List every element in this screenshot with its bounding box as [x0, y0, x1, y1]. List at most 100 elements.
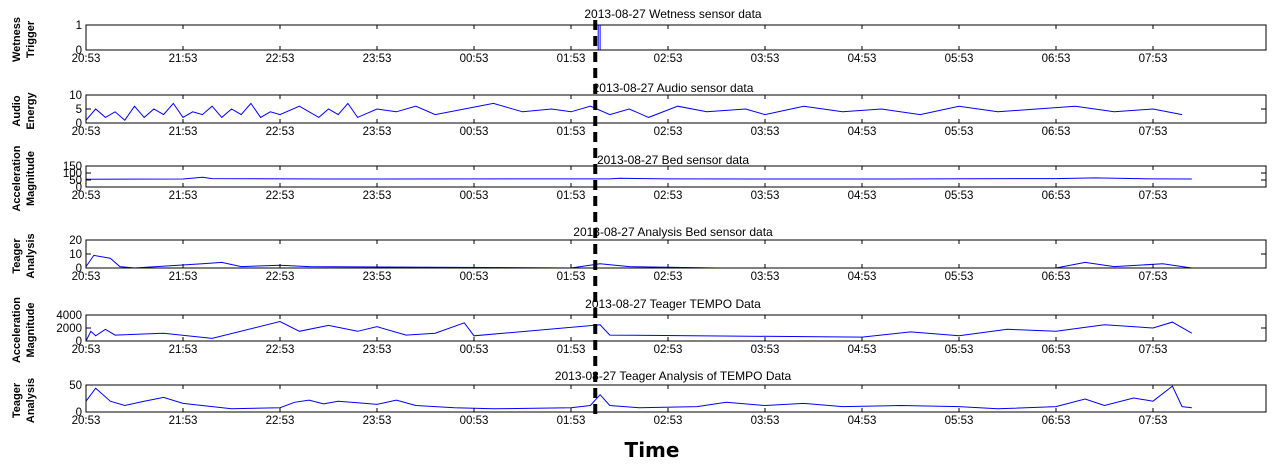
- panel-3: 2013-08-27 Bed sensor data Acceleration Ma…: [11, 145, 1267, 212]
- x-tick-label: 20:53: [72, 53, 101, 65]
- x-tick-label: 20:53: [72, 126, 101, 138]
- x-tick-label: 03:53: [751, 126, 780, 138]
- series-line: [85, 320, 1193, 342]
- y-tick-label: 100: [63, 168, 82, 180]
- x-tick-label: 22:53: [266, 126, 295, 138]
- panel-title: 2013-08-27 Teager Analysis of TEMPO Data: [555, 369, 792, 383]
- x-tick-label: 02:53: [654, 126, 683, 138]
- x-tick-label: 03:53: [751, 344, 780, 356]
- x-tick-label: 01:53: [557, 126, 586, 138]
- panel-4: 2013-08-27 Analysis Bed sensor data Teage…: [11, 225, 1267, 283]
- x-tick-label: 02:53: [654, 53, 683, 65]
- x-tick-label: 04:53: [848, 415, 877, 427]
- x-tick-label: 06:53: [1042, 271, 1071, 283]
- y-tick-label: 0: [76, 118, 82, 130]
- x-tick-label: 05:53: [945, 126, 974, 138]
- x-tick-label: 22:53: [266, 271, 295, 283]
- panel-1: 2013-08-27 Wetness sensor data Wetness Tri…: [11, 7, 1267, 65]
- y-tick-label: 4000: [56, 310, 82, 322]
- x-tick-label: 01:53: [557, 53, 586, 65]
- axes-box: [85, 24, 1267, 51]
- x-tick-label: 22:53: [266, 53, 295, 65]
- x-tick-label: 20:53: [72, 344, 101, 356]
- y-axis-label: Analysis: [25, 233, 37, 278]
- x-tick-label: 06:53: [1042, 126, 1071, 138]
- y-axis-label: Audio: [11, 95, 23, 126]
- x-tick-label: 23:53: [363, 53, 392, 65]
- x-tick-label: 00:53: [460, 126, 489, 138]
- x-tick-label: 03:53: [751, 53, 780, 65]
- y-tick-label: 20: [69, 235, 82, 247]
- x-tick-label: 06:53: [1042, 190, 1071, 202]
- y-tick-label: 10: [69, 249, 82, 261]
- panels: 2013-08-27 Wetness sensor data Wetness Tri…: [11, 7, 1267, 427]
- y-axis-label: Teager: [11, 382, 23, 418]
- x-tick-label: 00:53: [460, 344, 489, 356]
- x-tick-label: 07:53: [1139, 344, 1168, 356]
- panel-title: 2013-08-27 Audio sensor data: [593, 81, 754, 95]
- x-tick-label: 07:53: [1139, 271, 1168, 283]
- x-tick-label: 05:53: [945, 271, 974, 283]
- axes-box: [85, 314, 1267, 342]
- x-tick-label: 05:53: [945, 415, 974, 427]
- x-axis-label: Time: [625, 438, 680, 462]
- x-tick-label: 01:53: [557, 415, 586, 427]
- series-line: [85, 385, 1192, 410]
- x-tick-label: 01:53: [557, 344, 586, 356]
- y-axis-label: Teager: [11, 238, 23, 274]
- axes-box: [85, 94, 1267, 124]
- x-tick-label: 22:53: [266, 190, 295, 202]
- axes-box: [85, 239, 1267, 269]
- y-axis-label: Acceleration: [11, 145, 23, 211]
- y-tick-label: 0: [76, 182, 82, 194]
- y-axis-label: Trigger: [25, 20, 37, 58]
- x-tick-label: 07:53: [1139, 53, 1168, 65]
- axes-box: [85, 384, 1267, 413]
- y-tick-label: 2000: [56, 323, 82, 335]
- x-tick-label: 05:53: [945, 344, 974, 356]
- x-tick-label: 23:53: [363, 190, 392, 202]
- x-tick-label: 07:53: [1139, 126, 1168, 138]
- x-tick-label: 21:53: [169, 271, 198, 283]
- y-axis-label: Analysis: [25, 378, 37, 423]
- x-tick-label: 04:53: [848, 344, 877, 356]
- x-tick-label: 23:53: [363, 271, 392, 283]
- y-tick-label: 50: [69, 175, 82, 187]
- x-tick-label: 07:53: [1139, 190, 1168, 202]
- x-tick-label: 21:53: [169, 53, 198, 65]
- x-tick-label: 04:53: [848, 271, 877, 283]
- x-tick-label: 00:53: [460, 53, 489, 65]
- x-tick-label: 00:53: [460, 271, 489, 283]
- x-tick-label: 00:53: [460, 415, 489, 427]
- x-tick-label: 20:53: [72, 190, 101, 202]
- y-tick-label: 0: [76, 263, 82, 275]
- x-tick-label: 23:53: [363, 415, 392, 427]
- x-tick-label: 23:53: [363, 126, 392, 138]
- series-line: [85, 176, 1192, 180]
- y-axis-label: Energy: [25, 91, 37, 129]
- y-tick-label: 50: [69, 380, 82, 392]
- x-tick-label: 20:53: [72, 271, 101, 283]
- y-tick-label: 150: [63, 161, 82, 173]
- panel-title: 2013-08-27 Bed sensor data: [597, 153, 749, 167]
- y-tick-label: 0: [76, 45, 82, 57]
- y-tick-label: 0: [76, 336, 82, 348]
- x-tick-label: 04:53: [848, 53, 877, 65]
- x-tick-label: 00:53: [460, 190, 489, 202]
- y-axis-label: Magnitude: [25, 151, 37, 206]
- x-tick-label: 02:53: [654, 344, 683, 356]
- panel-title: 2013-08-27 Teager TEMPO Data: [585, 297, 761, 311]
- x-tick-label: 04:53: [848, 126, 877, 138]
- x-tick-label: 06:53: [1042, 53, 1071, 65]
- x-tick-label: 23:53: [363, 344, 392, 356]
- y-axis-label: Acceleration: [11, 297, 23, 363]
- x-tick-label: 01:53: [557, 271, 586, 283]
- x-tick-label: 22:53: [266, 415, 295, 427]
- series-line: [86, 24, 1192, 51]
- y-tick-label: 0: [76, 407, 82, 419]
- y-axis-label: Wetness: [11, 17, 23, 62]
- x-tick-label: 03:53: [751, 271, 780, 283]
- series-line: [85, 102, 1183, 121]
- x-tick-label: 05:53: [945, 190, 974, 202]
